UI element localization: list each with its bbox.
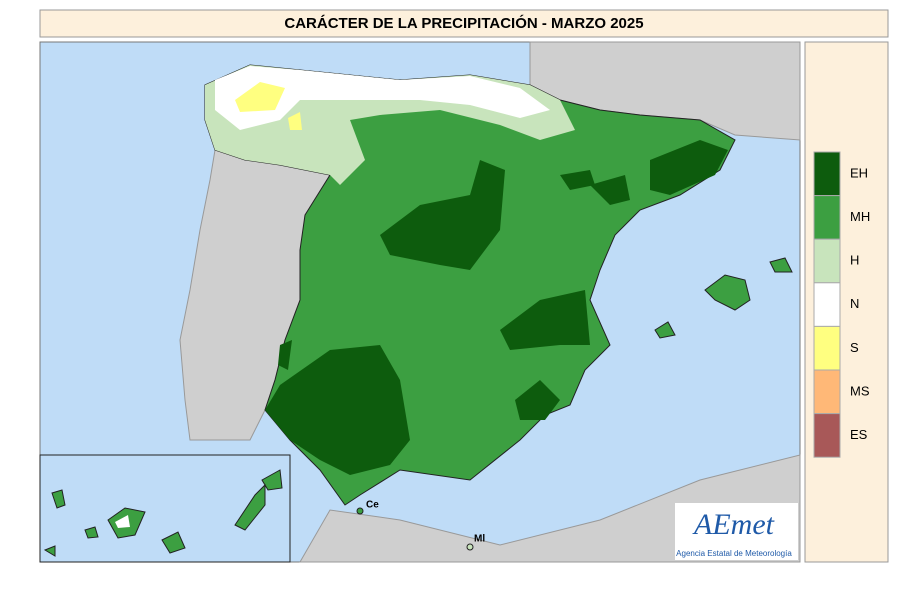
legend-label: MS	[850, 383, 870, 398]
zone-n	[115, 515, 130, 528]
legend-label: ES	[850, 427, 868, 442]
legend-swatch	[813, 151, 841, 197]
zone-eh	[265, 140, 728, 475]
legend-swatch	[813, 195, 841, 240]
logo-box	[675, 503, 798, 560]
logo: AEmet	[692, 508, 775, 541]
map-label: Ml	[474, 534, 485, 545]
zone-n	[215, 66, 550, 130]
baleares	[654, 257, 793, 339]
title-box	[39, 9, 889, 38]
canarias	[43, 469, 283, 557]
legend-label: EH	[850, 165, 868, 180]
legend-label: H	[850, 253, 859, 268]
legend-label: S	[850, 340, 859, 355]
legend-label: MH	[850, 209, 870, 224]
ceuta	[356, 507, 364, 515]
legend-swatch	[813, 238, 841, 284]
melilla	[466, 543, 474, 551]
legend: EH MH H N S MS ES	[813, 151, 870, 458]
zone-s	[235, 82, 302, 130]
legend-swatch	[813, 369, 841, 415]
legend-swatch	[813, 325, 841, 371]
map-label: Ce	[366, 500, 379, 511]
legend-swatch	[813, 413, 841, 458]
legend-swatch	[813, 282, 841, 327]
title: CARÁCTER DE LA PRECIPITACIÓN - MARZO 202…	[284, 14, 643, 32]
map: Ce Ml AEmet Agencia Estatal de Meteorolo…	[39, 41, 801, 563]
legend-box	[804, 41, 889, 563]
legend-label: N	[850, 296, 859, 311]
logo-subtitle: Agencia Estatal de Meteorología	[676, 549, 792, 558]
